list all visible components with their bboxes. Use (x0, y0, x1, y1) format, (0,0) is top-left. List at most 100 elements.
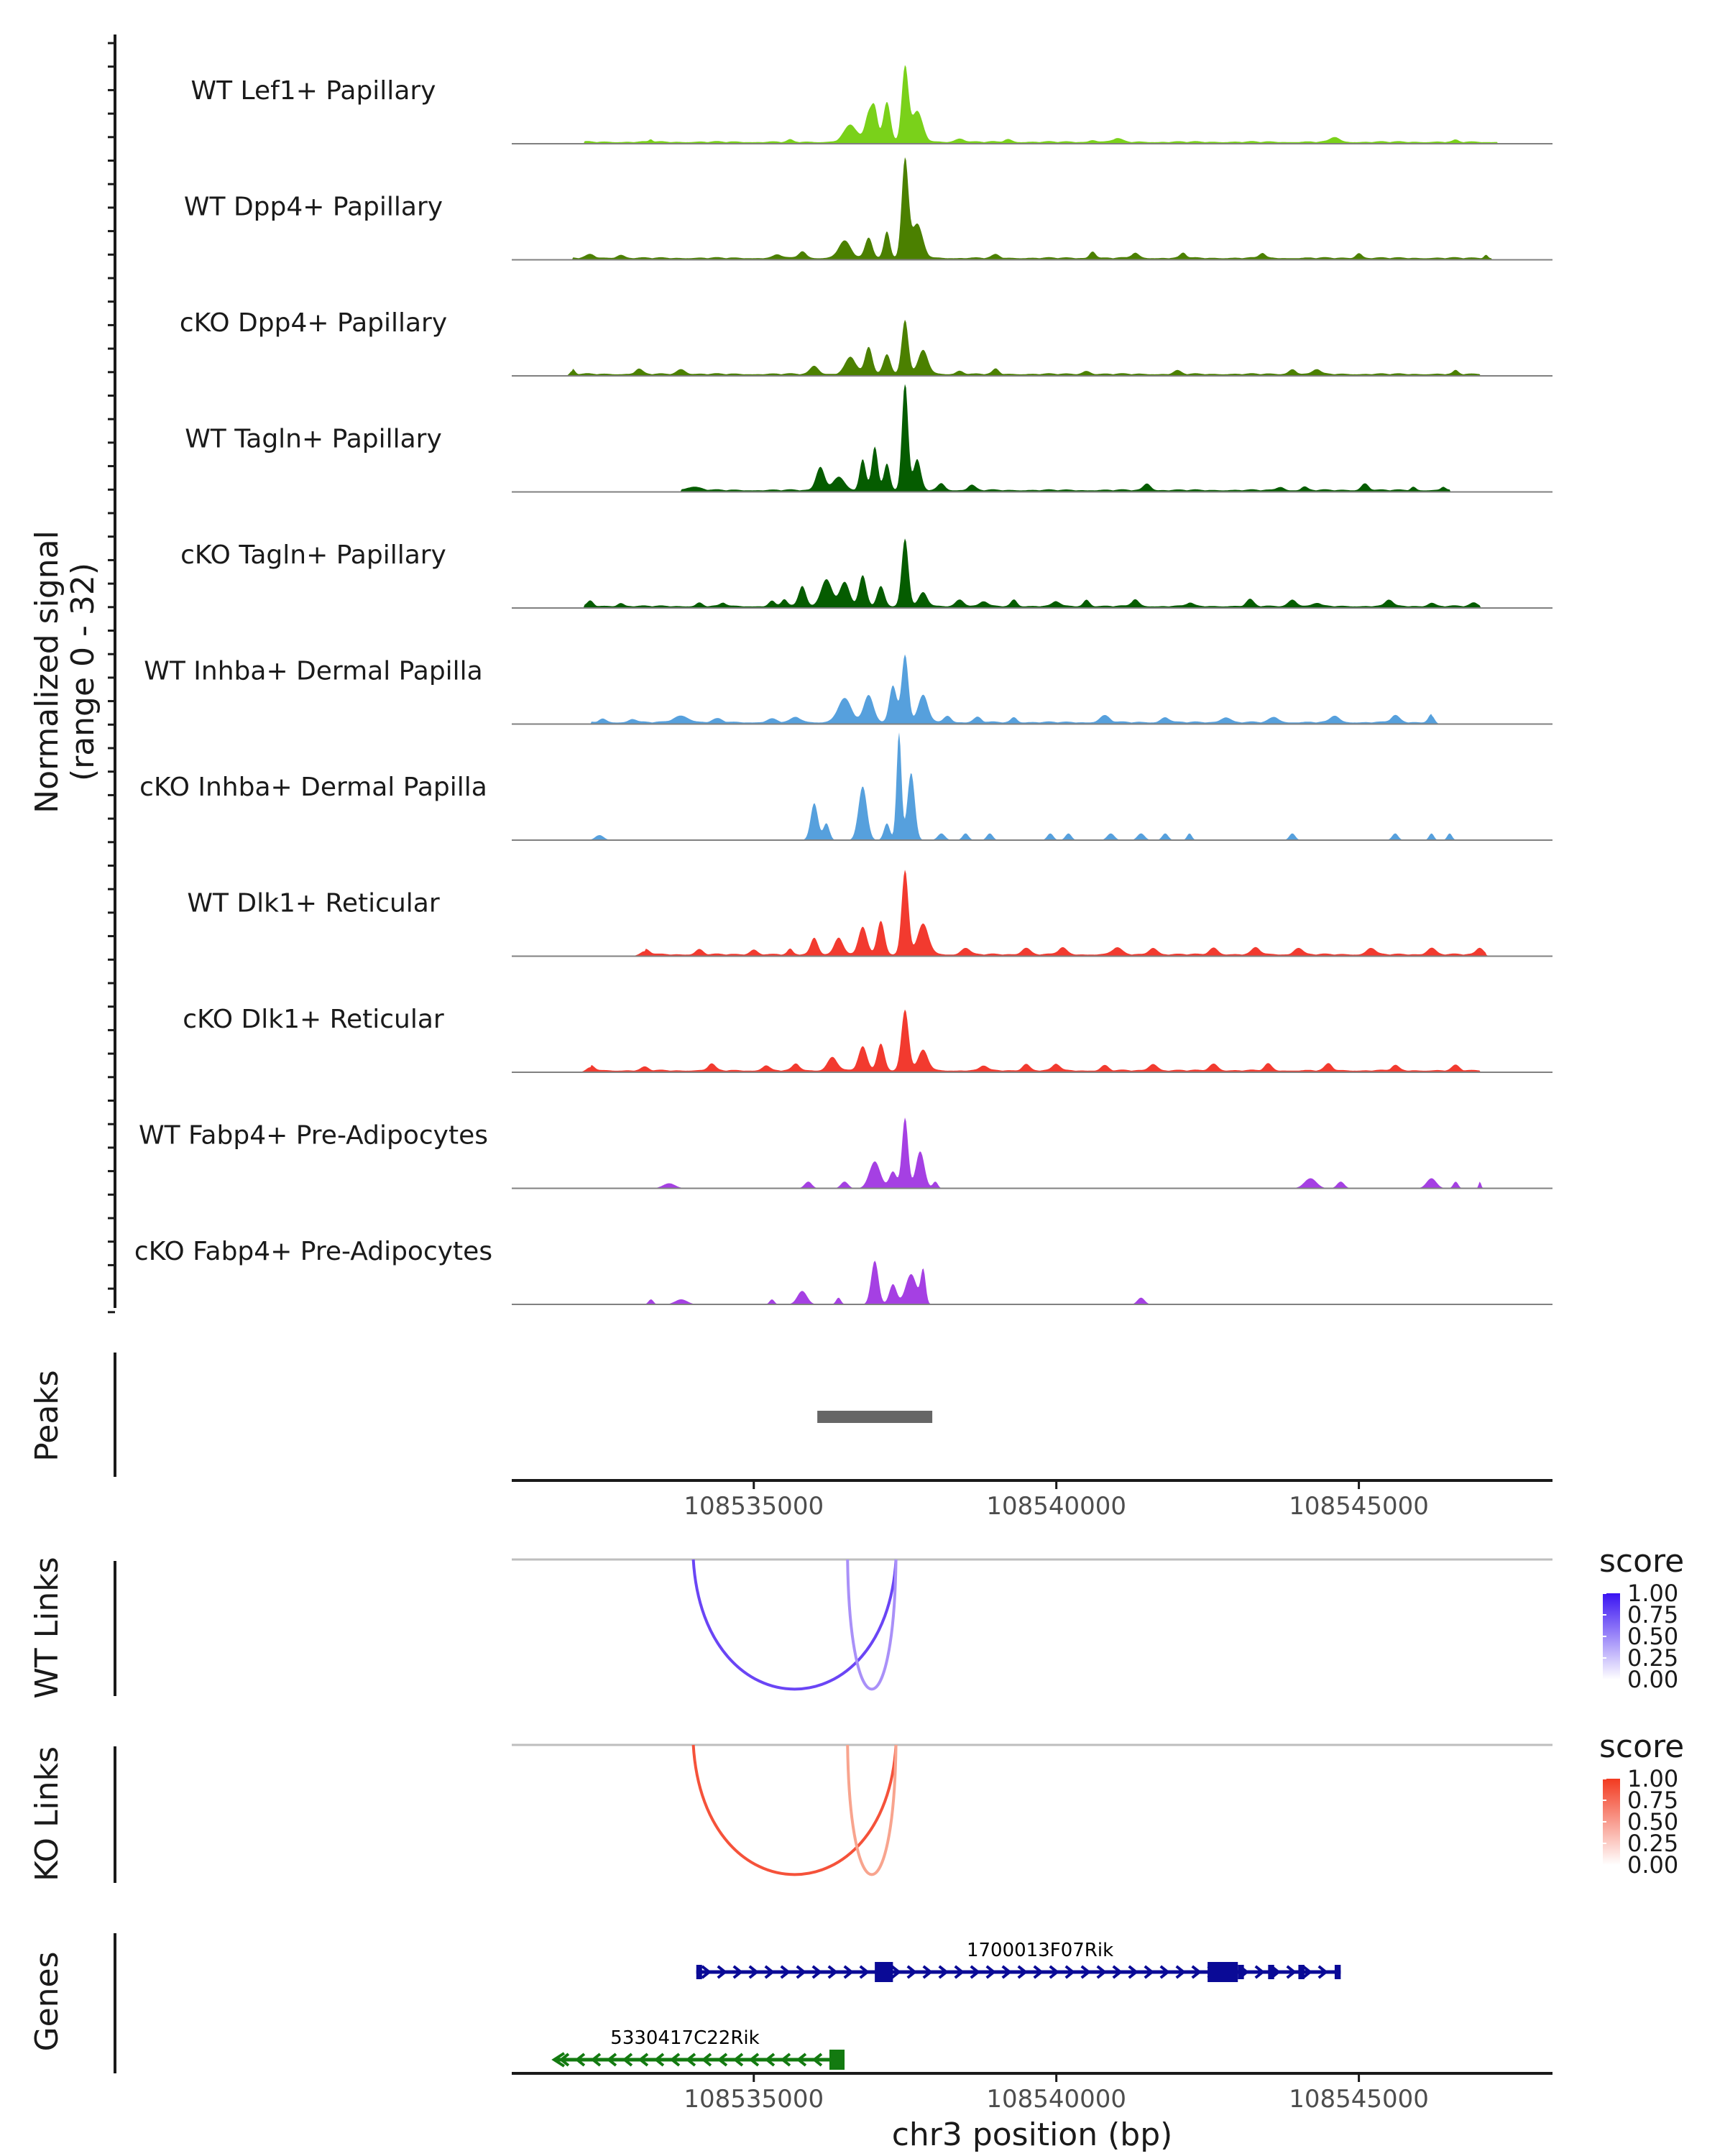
strand-arrow (796, 1965, 806, 1979)
strand-arrow (717, 2053, 728, 2067)
strand-arrow (638, 2053, 649, 2067)
strand-arrow (859, 1965, 870, 1979)
strand-arrow (938, 1965, 949, 1979)
coverage-area (512, 538, 1552, 608)
strand-arrow (985, 1965, 996, 1979)
gene-exon (696, 1965, 702, 1979)
coverage-track-label: cKO Inhba+ Dermal Papilla (139, 773, 487, 802)
coverage-track-label: cKO Tagln+ Papillary (180, 540, 446, 570)
gene-name: 1700013F07Rik (967, 1940, 1113, 1961)
coverage-ylabel-line1: Normalized signal (29, 530, 65, 814)
coverage-track: WT Inhba+ Dermal Papilla (144, 654, 1552, 725)
coverage-area (512, 1118, 1552, 1189)
coverage-track-label: WT Tagln+ Papillary (185, 425, 442, 454)
peak-region (817, 1411, 933, 1423)
x-tick-label: 108540000 (986, 2085, 1126, 2114)
strand-arrow (780, 1965, 791, 1979)
coverage-track: WT Dlk1+ Reticular (187, 870, 1552, 957)
strand-arrow (1254, 1965, 1265, 1979)
coverage-track: WT Fabp4+ Pre-Adipocytes (139, 1118, 1552, 1189)
coverage-track-label: WT Lef1+ Papillary (191, 76, 436, 106)
legend-title: score (1599, 1543, 1684, 1580)
strand-arrow (748, 2053, 760, 2067)
coverage-track: cKO Tagln+ Papillary (180, 538, 1552, 609)
legend-value: 0.00 (1627, 1666, 1678, 1693)
link-arc (691, 1744, 898, 1876)
gene-exon (875, 1962, 893, 1982)
coverage-track: WT Tagln+ Papillary (185, 384, 1552, 493)
links-label: KO Links (29, 1746, 65, 1881)
strand-arrow (906, 1965, 917, 1979)
coverage-area (512, 870, 1552, 957)
gene-exon (1298, 1965, 1305, 1979)
strand-arrow (922, 1965, 933, 1979)
coverage-track-label: WT Fabp4+ Pre-Adipocytes (139, 1121, 488, 1151)
strand-arrow (1017, 1965, 1028, 1979)
coverage-track: WT Lef1+ Papillary (191, 65, 1552, 144)
x-tick-label: 108535000 (684, 2085, 824, 2114)
strand-arrow (590, 2053, 602, 2067)
coverage-track: cKO Dpp4+ Papillary (180, 308, 1552, 377)
strand-arrow (764, 2053, 776, 2067)
strand-arrow (1049, 1965, 1059, 1979)
legend-title: score (1599, 1728, 1684, 1765)
coverage-track: cKO Dlk1+ Reticular (183, 1005, 1552, 1073)
x-tick-label: 108545000 (1289, 2085, 1429, 2114)
legend-value: 0.50 (1627, 1808, 1678, 1835)
coverage-area (512, 65, 1552, 144)
coverage-area (512, 319, 1552, 376)
strand-arrow (701, 2053, 712, 2067)
strand-arrow (653, 2053, 665, 2067)
strand-arrow (685, 2053, 696, 2067)
gene-exon (1334, 1965, 1341, 1979)
legend-value: 1.00 (1627, 1765, 1678, 1792)
strand-arrow (970, 1965, 980, 1979)
coverage-track: cKO Inhba+ Dermal Papilla (139, 732, 1552, 841)
x-tick-label: 108535000 (684, 1492, 824, 1521)
strand-arrow (780, 2053, 791, 2067)
strand-arrow (1001, 1965, 1012, 1979)
strand-arrow (622, 2053, 633, 2067)
legend-value: 0.25 (1627, 1830, 1678, 1857)
gene-exon (1238, 1965, 1244, 1979)
strand-arrow (669, 2053, 681, 2067)
legend-value: 0.50 (1627, 1623, 1678, 1650)
gene-exon (1208, 1962, 1238, 1982)
gene-name: 5330417C22Rik (610, 2027, 759, 2049)
coverage-ylabel-line2: (range 0 - 32) (65, 563, 101, 781)
coverage-track-label: cKO Fabp4+ Pre-Adipocytes (134, 1237, 492, 1266)
gene-exon (829, 2050, 845, 2070)
coverage-track: cKO Fabp4+ Pre-Adipocytes (134, 1237, 1552, 1305)
strand-arrow (1096, 1965, 1107, 1979)
coverage-area (512, 654, 1552, 724)
legend-value: 0.75 (1627, 1787, 1678, 1814)
strand-arrow (811, 2053, 823, 2067)
strand-arrow (1317, 1965, 1328, 1979)
coverage-track-label: cKO Dlk1+ Reticular (183, 1005, 444, 1034)
strand-arrow (1064, 1965, 1075, 1979)
genes-label: Genes (29, 1951, 65, 2051)
strand-arrow (732, 1965, 743, 1979)
strand-arrow (827, 1965, 838, 1979)
coverage-track-label: WT Dpp4+ Papillary (184, 193, 443, 222)
strand-arrow (732, 2053, 744, 2067)
links-label: WT Links (29, 1557, 65, 1698)
genes-panel: Genes 1700013F07Rik 5330417C22Rik 108535000… (29, 1933, 1552, 2153)
link-arc (846, 1559, 898, 1691)
strand-arrow (1286, 1965, 1297, 1979)
x-axis-title: chr3 position (bp) (892, 2116, 1173, 2153)
strand-arrow (954, 1965, 965, 1979)
strand-arrow (1080, 1965, 1091, 1979)
strand-arrow (558, 2053, 570, 2067)
strand-arrow (701, 1965, 712, 1979)
strand-arrow (717, 1965, 727, 1979)
coverage-area (512, 1009, 1552, 1072)
gene-model: 5330417C22Rik (551, 2027, 845, 2070)
strand-arrow (1302, 1965, 1312, 1979)
strand-arrow (843, 1965, 854, 1979)
strand-arrow (811, 1965, 822, 1979)
